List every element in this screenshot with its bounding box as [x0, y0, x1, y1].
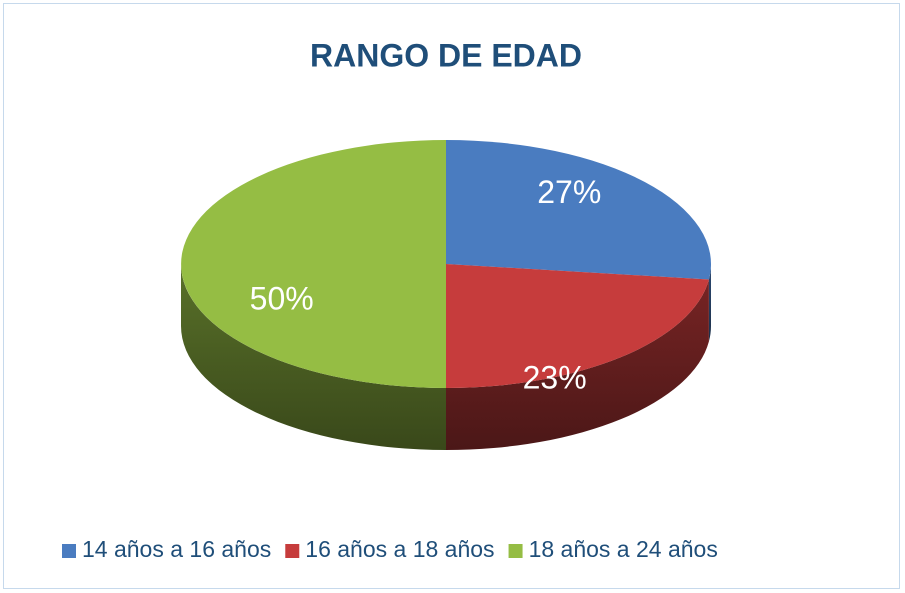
- pie-side: [181, 264, 446, 450]
- pie-side: [446, 279, 709, 450]
- chart-title: RANGO DE EDAD: [310, 37, 582, 73]
- legend-label: 18 años a 24 años: [529, 536, 718, 562]
- legend-label: 14 años a 16 años: [82, 536, 271, 562]
- legend-swatch: [508, 544, 523, 558]
- pie-slice: [446, 140, 711, 280]
- legend-swatch: [285, 544, 300, 558]
- legend-swatch: [62, 544, 76, 558]
- data-label: 27%: [537, 174, 601, 210]
- data-label: 23%: [523, 360, 587, 396]
- legend-label: 16 años a 18 años: [305, 536, 494, 562]
- pie-slice: [181, 140, 447, 388]
- data-label: 50%: [250, 281, 314, 317]
- pie-side: [708, 264, 711, 342]
- pie-slice: [446, 264, 709, 388]
